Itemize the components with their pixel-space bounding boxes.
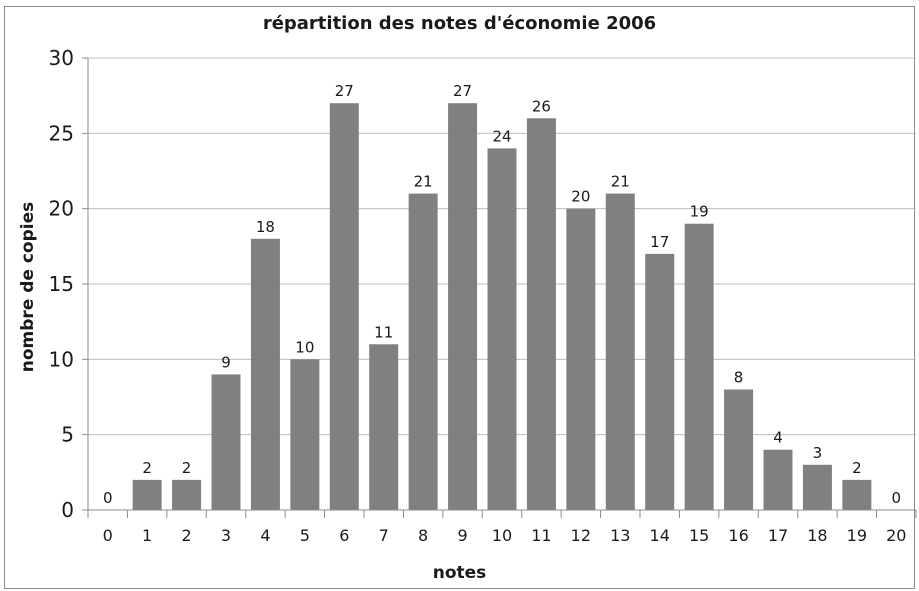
x-tick-labels: 0 1 2 3 4 5 6 7 8 9 10 11 12 13 14 15 16 17 18 19 20	[103, 526, 907, 545]
bar	[172, 479, 202, 510]
x-tick-label: 1	[142, 526, 152, 545]
bar	[684, 223, 714, 510]
y-tick-label: 25	[49, 121, 74, 145]
x-tick-label: 17	[768, 526, 788, 545]
chart-title: répartition des notes d'économie 2006	[262, 13, 657, 34]
x-tick-label: 11	[531, 526, 551, 545]
bar	[842, 479, 872, 510]
bar	[290, 359, 320, 510]
x-tick-label: 4	[260, 526, 270, 545]
x-tick-label: 14	[650, 526, 670, 545]
data-label: 20	[571, 188, 590, 206]
bar	[329, 103, 359, 510]
bar	[408, 193, 438, 510]
y-tick-label: 10	[49, 347, 74, 371]
data-label: 18	[256, 218, 275, 236]
bar	[605, 193, 635, 510]
bars	[132, 103, 872, 511]
bar	[566, 208, 596, 510]
data-label: 27	[335, 82, 354, 100]
x-tick-label: 13	[610, 526, 630, 545]
x-tick-label: 6	[339, 526, 349, 545]
bar	[645, 253, 675, 510]
y-tick-label: 15	[49, 272, 74, 296]
data-label: 4	[773, 429, 783, 447]
data-label: 19	[690, 203, 709, 221]
y-tick-label: 30	[49, 46, 74, 70]
bar	[250, 238, 280, 511]
data-label: 27	[453, 82, 472, 100]
x-tick-label: 8	[418, 526, 428, 545]
axes	[82, 57, 917, 518]
bar	[802, 464, 832, 510]
data-label: 26	[532, 97, 551, 115]
x-tick-label: 9	[457, 526, 467, 545]
bar	[132, 479, 162, 510]
x-tick-label: 12	[571, 526, 591, 545]
x-tick-label: 0	[103, 526, 113, 545]
x-tick-label: 18	[807, 526, 827, 545]
y-tick-label: 0	[61, 498, 74, 522]
data-label: 8	[734, 368, 744, 386]
x-axis-label: notes	[432, 563, 487, 583]
x-tick-label: 10	[492, 526, 512, 545]
x-tick-label: 20	[886, 526, 906, 545]
y-tick-label: 5	[61, 423, 74, 447]
x-tick-label: 2	[181, 526, 191, 545]
bar	[724, 389, 754, 510]
data-label: 2	[852, 459, 862, 477]
x-tick-label: 19	[847, 526, 867, 545]
data-label: 21	[611, 173, 630, 191]
data-label: 3	[813, 444, 823, 462]
x-tick-label: 5	[300, 526, 310, 545]
x-tick-label: 16	[728, 526, 748, 545]
data-label: 11	[374, 323, 393, 341]
data-label: 0	[103, 489, 113, 507]
y-tick-label: 20	[49, 197, 74, 221]
bar	[448, 103, 478, 510]
data-label: 2	[182, 459, 192, 477]
data-label: 24	[492, 127, 511, 145]
data-label: 9	[221, 353, 231, 371]
x-tick-label: 3	[221, 526, 231, 545]
bar	[211, 374, 241, 510]
data-label: 10	[295, 338, 314, 356]
bar	[487, 148, 517, 510]
data-label: 17	[650, 233, 669, 251]
bar	[369, 344, 399, 510]
data-label: 21	[414, 173, 433, 191]
x-tick-label: 7	[379, 526, 389, 545]
data-label: 2	[142, 459, 152, 477]
x-tick-label: 15	[689, 526, 709, 545]
data-label: 0	[892, 489, 902, 507]
bar	[763, 449, 793, 510]
y-tick-labels: 0 5 10 15 20 25 30	[49, 46, 74, 522]
bar	[526, 118, 556, 511]
